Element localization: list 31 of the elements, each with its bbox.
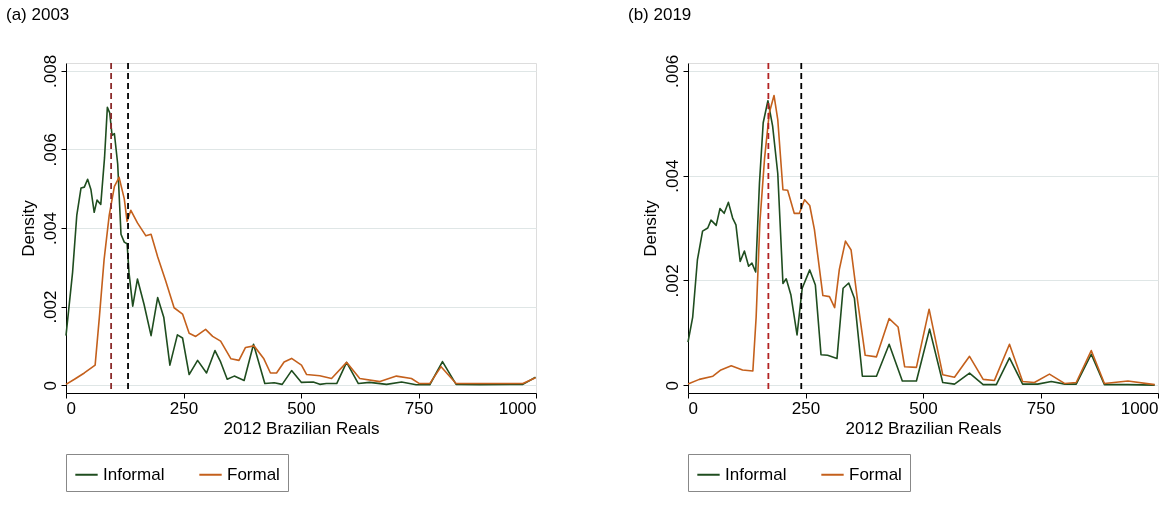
y-tick-label: .006 bbox=[40, 133, 60, 167]
x-tick-label: 0 bbox=[66, 398, 76, 418]
x-tick-label: 1000 bbox=[1120, 398, 1159, 418]
x-axis-title: 2012 Brazilian Reals bbox=[223, 418, 380, 438]
x-tick-label: 750 bbox=[404, 398, 434, 418]
legend-label: Informal bbox=[725, 464, 787, 484]
y-tick-label: .004 bbox=[40, 211, 60, 246]
x-axis-title: 2012 Brazilian Reals bbox=[845, 418, 1002, 438]
chart-title: (a) 2003 bbox=[6, 5, 70, 25]
y-tick-label: 0 bbox=[662, 380, 682, 391]
x-tick-label: 500 bbox=[909, 398, 938, 418]
legend-label: Formal bbox=[849, 464, 902, 484]
x-tick-label: 0 bbox=[688, 398, 698, 418]
y-tick-label: .006 bbox=[662, 54, 682, 88]
y-tick-label: .002 bbox=[662, 264, 682, 298]
y-tick-label: .008 bbox=[40, 54, 60, 88]
line-series bbox=[65, 176, 537, 386]
x-tick-label: 250 bbox=[169, 398, 199, 418]
y-tick-label: .002 bbox=[40, 290, 60, 324]
line-series bbox=[65, 106, 537, 386]
x-tick-label: 1000 bbox=[498, 398, 537, 418]
y-axis-title: Density bbox=[18, 199, 38, 257]
chart-title: (b) 2019 bbox=[628, 5, 692, 25]
y-tick-label: 0 bbox=[40, 380, 60, 391]
y-tick-label: .004 bbox=[662, 159, 682, 193]
x-tick-label: 750 bbox=[1026, 398, 1056, 418]
x-tick-label: 250 bbox=[791, 398, 821, 418]
y-axis-title: Density bbox=[640, 199, 660, 257]
x-tick-label: 500 bbox=[287, 398, 316, 418]
legend-label: Formal bbox=[227, 464, 280, 484]
legend-label: Informal bbox=[103, 464, 165, 484]
